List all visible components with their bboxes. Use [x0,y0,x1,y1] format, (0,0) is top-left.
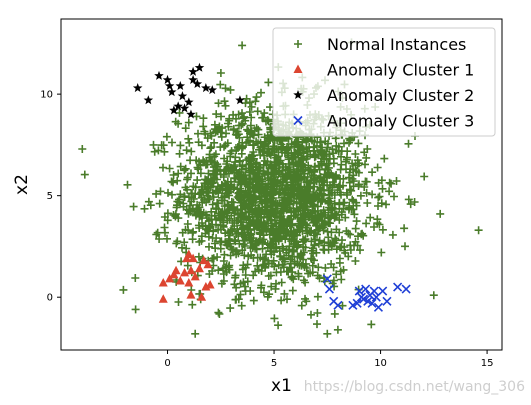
anomaly-cluster-2-point [132,83,143,93]
anomaly-cluster-1-point [158,277,168,287]
plot-frame [60,18,503,351]
anomaly-cluster-1-point [201,282,211,291]
anomaly-cluster-1-point [158,294,168,303]
anomaly-cluster-3-point [393,282,403,292]
anomaly-cluster-3-points [322,274,411,312]
anomaly-cluster-1-point [184,249,194,259]
y-tick-label: 5 [47,191,53,202]
anomaly-cluster-2-point [235,95,245,105]
legend-marker-cluster1 [293,64,303,73]
anomaly-cluster-3-point [356,292,366,302]
y-axis-label: x2 [12,174,32,195]
legend: Normal Instances Anomaly Cluster 1 Anomaly… [272,27,496,137]
anomaly-cluster-3-point [333,300,343,310]
anomaly-cluster-2-point [179,103,190,113]
anomaly-cluster-2-point [175,81,186,91]
anomaly-cluster-3-point [322,274,332,284]
x-axis-label: x1 [271,376,292,396]
anomaly-cluster-3-point [354,286,364,296]
anomaly-cluster-1-point [186,290,196,299]
anomaly-cluster-1-point [180,267,190,277]
anomaly-cluster-1-point [199,255,209,265]
anomaly-cluster-3-point [401,284,411,294]
legend-marker-normal [294,40,302,48]
anomaly-cluster-1-point [203,259,213,269]
anomaly-cluster-1-point [194,263,204,273]
anomaly-cluster-2-point [184,97,194,107]
anomaly-cluster-2-points [132,62,245,119]
x-tick-label: 0 [164,358,170,369]
anomaly-cluster-2-point [167,87,177,97]
anomaly-cluster-2-point [207,85,218,95]
legend-label-normal: Normal Instances [327,35,466,54]
anomaly-cluster-2-point [162,74,173,84]
legend-marker-cluster2 [293,90,303,100]
legend-label-cluster1: Anomaly Cluster 1 [327,61,474,80]
anomaly-cluster-2-point [188,74,198,84]
x-tick-label: 15 [481,358,494,369]
anomaly-cluster-2-point [188,66,198,76]
legend-box [272,27,496,137]
anomaly-cluster-3-point [367,298,377,308]
anomaly-cluster-3-point [382,296,392,306]
x-tick-label: 10 [374,358,387,369]
anomaly-cluster-2-point [154,70,164,80]
anomaly-cluster-3-point [365,290,375,300]
anomaly-cluster-3-point [348,300,358,310]
anomaly-cluster-2-point [186,109,196,119]
anomaly-cluster-2-point [177,91,188,101]
y-tick-label: 10 [40,90,53,101]
legend-label-cluster2: Anomaly Cluster 2 [327,86,474,105]
anomaly-cluster-1-point [188,253,198,263]
y-tick-label: 0 [47,293,53,304]
anomaly-cluster-1-point [190,271,200,281]
legend-marker-cluster3 [293,115,303,126]
anomaly-cluster-1-points [158,249,215,303]
anomaly-cluster-1-point [175,275,185,285]
anomaly-cluster-1-point [186,265,196,275]
anomaly-cluster-2-point [194,62,205,72]
anomaly-cluster-2-point [164,81,175,91]
anomaly-cluster-2-point [143,95,154,105]
legend-label-cluster3: Anomaly Cluster 3 [327,112,474,131]
anomaly-cluster-2-point [173,101,183,111]
anomaly-cluster-3-point [324,284,335,294]
x-tick-label: 5 [271,358,277,369]
anomaly-cluster-1-point [184,277,194,287]
anomaly-cluster-2-point [192,78,203,89]
anomaly-cluster-2-point [201,83,211,93]
anomaly-cluster-1-point [171,265,181,275]
anomaly-cluster-2-point [169,105,179,115]
anomaly-cluster-3-point [371,292,381,302]
anomaly-cluster-1-point [197,292,207,301]
anomaly-cluster-3-point [361,284,371,294]
axis-ticks: 0 5 10 15 0 5 10 [40,90,493,369]
watermark: https://blog.csdn.net/wang_306 [303,379,525,395]
anomaly-cluster-3-point [373,302,384,312]
